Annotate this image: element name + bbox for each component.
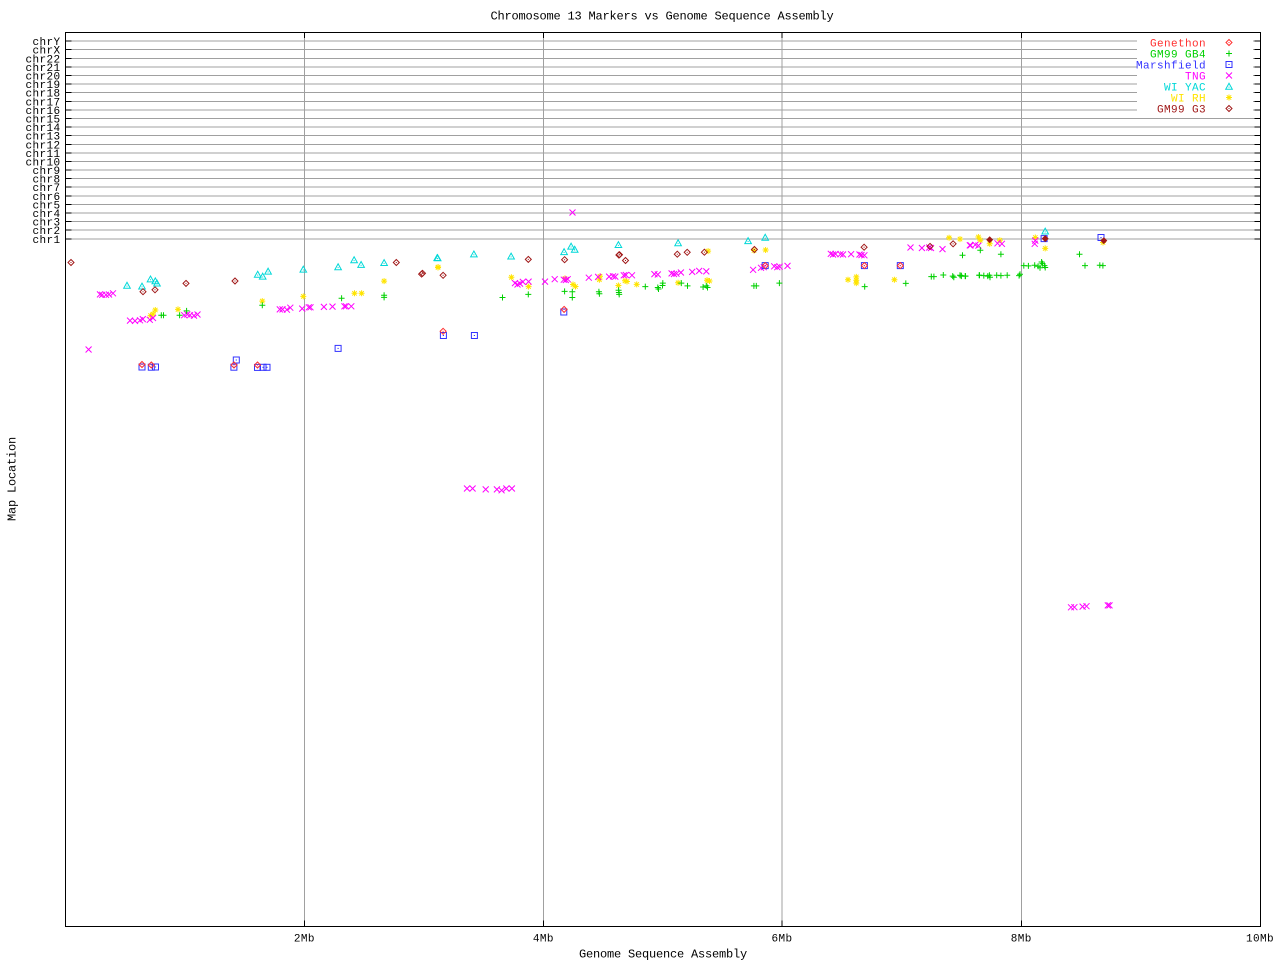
svg-text:chr9: chr9: [32, 166, 60, 178]
svg-text:Genethon: Genethon: [1150, 39, 1206, 51]
svg-text:WI YAC: WI YAC: [1164, 83, 1206, 95]
svg-text:chr12: chr12: [25, 140, 60, 152]
svg-text:GM99 G3: GM99 G3: [1157, 105, 1206, 117]
svg-text:chr8: chr8: [32, 175, 60, 187]
svg-text:chr19: chr19: [25, 80, 60, 92]
svg-text:chr10: chr10: [25, 157, 60, 169]
svg-text:chr4: chr4: [32, 209, 60, 221]
svg-text:chr6: chr6: [32, 192, 60, 204]
svg-text:chr17: chr17: [25, 97, 60, 109]
svg-text:chr18: chr18: [25, 89, 60, 101]
svg-text:WI RH: WI RH: [1171, 94, 1206, 106]
svg-text:chr3: chr3: [32, 218, 60, 230]
svg-text:chr20: chr20: [25, 72, 60, 84]
svg-text:4Mb: 4Mb: [533, 934, 554, 946]
svg-text:chr2: chr2: [32, 226, 60, 238]
svg-text:chr1: chr1: [32, 235, 60, 247]
svg-text:chr15: chr15: [25, 115, 60, 127]
svg-text:chr16: chr16: [25, 106, 60, 118]
svg-text:6Mb: 6Mb: [771, 934, 792, 946]
svg-text:chr14: chr14: [25, 123, 60, 135]
svg-text:chr11: chr11: [25, 149, 60, 161]
svg-text:chr13: chr13: [25, 132, 60, 144]
svg-text:Chromosome 13 Markers vs Genom: Chromosome 13 Markers vs Genome Sequence…: [490, 10, 833, 24]
svg-text:10Mb: 10Mb: [1246, 934, 1274, 946]
svg-text:chrY: chrY: [32, 37, 60, 49]
svg-text:Map Location: Map Location: [6, 437, 20, 521]
svg-text:chr5: chr5: [32, 200, 60, 212]
svg-text:Genome Sequence Assembly: Genome Sequence Assembly: [579, 948, 747, 960]
svg-text:chr22: chr22: [25, 54, 60, 66]
svg-text:TNG: TNG: [1185, 72, 1206, 84]
svg-text:chr21: chr21: [25, 63, 60, 75]
svg-text:2Mb: 2Mb: [294, 934, 315, 946]
svg-text:chrX: chrX: [32, 46, 60, 58]
svg-text:Marshfield: Marshfield: [1136, 61, 1206, 73]
svg-text:8Mb: 8Mb: [1011, 934, 1032, 946]
svg-text:GM99 GB4: GM99 GB4: [1150, 50, 1206, 62]
svg-text:chr7: chr7: [32, 183, 60, 195]
